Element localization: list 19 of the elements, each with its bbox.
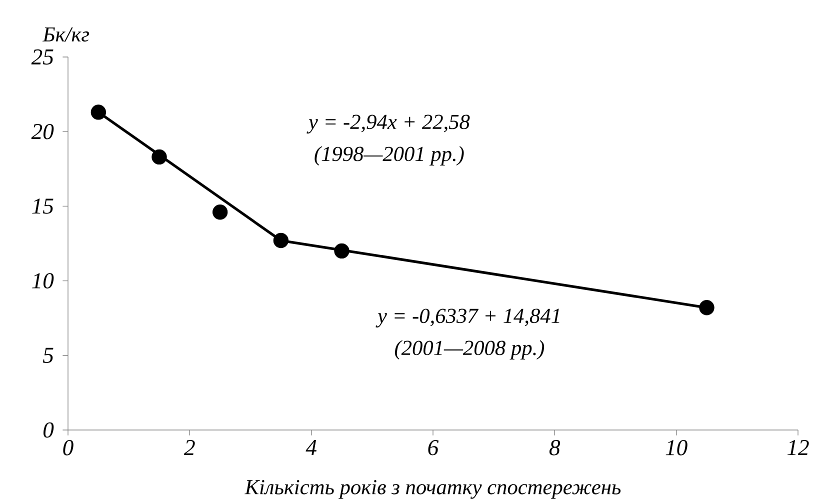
x-tick-label: 10 bbox=[666, 440, 688, 456]
annotation: (2001—2008 рр.) bbox=[395, 340, 544, 360]
y-tick-label: 5 bbox=[42, 348, 54, 363]
annotation: (1998—2001 рр.) bbox=[314, 146, 464, 166]
y-tick-label: 25 bbox=[31, 49, 54, 65]
y-tick-label: 20 bbox=[31, 124, 54, 140]
x-tick-label: 12 bbox=[787, 440, 809, 456]
y-tick-label: 15 bbox=[32, 198, 54, 214]
y-axis-title: Бк/кг bbox=[42, 27, 90, 42]
x-tick-label: 4 bbox=[306, 440, 316, 455]
x-tick-label: 8 bbox=[549, 440, 560, 456]
x-tick-label: 2 bbox=[184, 440, 195, 456]
x-tick-label: 6 bbox=[428, 440, 439, 456]
x-tick-label: 0 bbox=[63, 440, 74, 456]
annotation: y = -0,6337 + 14,841 bbox=[376, 308, 560, 328]
y-tick-label: 10 bbox=[32, 273, 54, 288]
x-axis-title: Кількість років з початку спостережень bbox=[244, 480, 621, 499]
annotation: y = -2,94x + 22,58 bbox=[306, 114, 470, 134]
y-tick-label: 0 bbox=[44, 422, 54, 438]
